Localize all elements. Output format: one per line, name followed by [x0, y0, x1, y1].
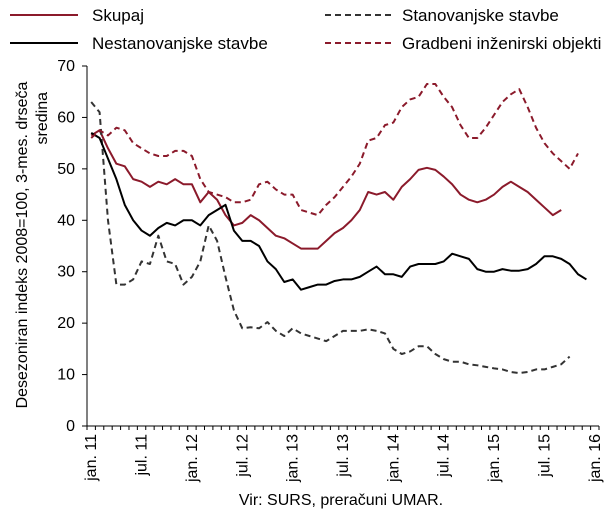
x-tick-label: jan. 13: [285, 434, 302, 483]
series-line-1: [90, 101, 571, 375]
y-tick-label: 10: [57, 367, 75, 384]
legend: Skupaj Stanovanjske stavbe Nestanovanjske …: [10, 6, 601, 53]
x-tick-label: jul. 11: [134, 434, 151, 477]
y-tick-label: 50: [57, 161, 75, 178]
x-tick-label: jul. 13: [335, 434, 352, 478]
y-tick-label: 0: [66, 418, 75, 435]
x-tick-label: jan. 11: [83, 434, 100, 482]
series-line-2: [90, 132, 587, 291]
y-axis-title-line2: sredina: [34, 92, 51, 145]
chart-axes: 0 10 20 30 40 50 60 70 jan. 11 jul. 11 jan. 12 jul.…: [57, 58, 604, 483]
series-line-0: [90, 129, 562, 250]
legend-label-0: Skupaj: [92, 6, 144, 25]
x-tick-label: jul. 12: [234, 434, 251, 478]
legend-label-3: Gradbeni inženirski objekti: [402, 34, 601, 53]
series-line-3: [90, 83, 579, 217]
y-tick-label: 20: [57, 315, 75, 332]
source-note: Vir: SURS, preračuni UMAR.: [239, 492, 443, 509]
x-tick-label: jan. 16: [587, 434, 604, 483]
y-tick-label: 30: [57, 264, 75, 281]
x-tick-label: jan. 15: [486, 434, 503, 483]
x-tick-label: jul. 14: [436, 434, 453, 478]
y-tick-label: 60: [57, 109, 75, 126]
x-tick-label: jan. 12: [184, 434, 201, 483]
x-tick-label: jul. 15: [536, 434, 553, 478]
y-tick-label: 40: [57, 212, 75, 229]
legend-label-2: Nestanovanjske stavbe: [92, 34, 268, 53]
plot-area: [90, 83, 587, 375]
y-tick-label: 70: [57, 58, 75, 75]
y-axis-title: Desezoniran indeks 2008=100, 3-mes. drse…: [14, 81, 31, 408]
x-tick-label: jan. 14: [385, 434, 402, 483]
legend-label-1: Stanovanjske stavbe: [402, 6, 559, 25]
